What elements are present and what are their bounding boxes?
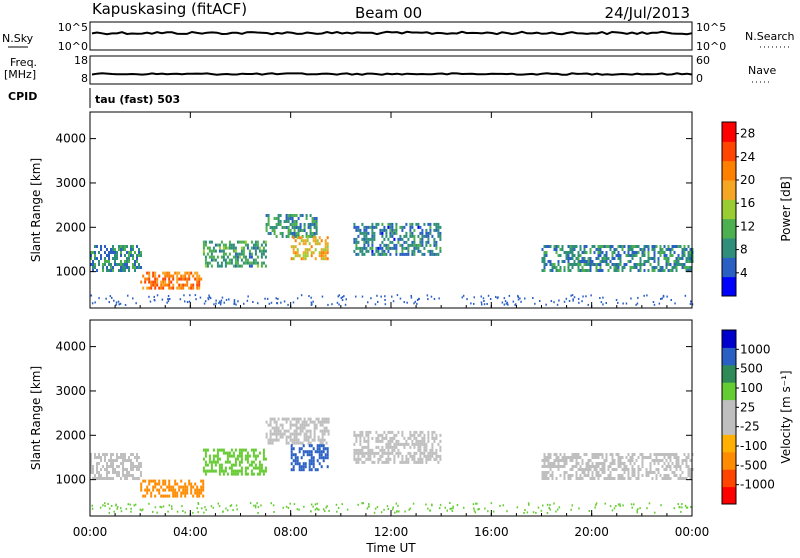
x-tick-label: 08:00 (273, 525, 308, 539)
near-range-scatter (91, 502, 692, 514)
colorbar-tick-label: 24 (740, 150, 755, 164)
colorbar-segment (722, 469, 736, 488)
colorbar-tick-label: 16 (740, 196, 755, 210)
nave-top-tick: 60 (696, 54, 710, 67)
nsky-label: N.Sky (2, 32, 34, 45)
freq-strip-frame (89, 55, 693, 85)
data-region (140, 271, 203, 290)
x-tick-label: 20:00 (574, 525, 609, 539)
nsearch-top-tick: 10^5 (696, 21, 726, 34)
x-tick-label: 00:00 (73, 525, 108, 539)
data-region (290, 236, 329, 261)
colorbar-tick-label: 100 (740, 381, 763, 395)
data-region (90, 245, 142, 272)
y-tick-label: 3000 (55, 176, 86, 190)
colorbar-frame (721, 329, 737, 505)
colorbar-segment (722, 180, 736, 200)
colorbar-label: Power [dB] (779, 176, 793, 241)
colorbar-tick-label: 12 (740, 219, 755, 233)
x-tick-label: 00:00 (675, 525, 710, 539)
colorbar-segment (722, 434, 736, 453)
power-panel: 1000 2000 3000 4000 Slant Range [km] 4 8 12 16 20… (29, 111, 793, 309)
y-tick-label: 4000 (55, 132, 86, 146)
y-tick-label: 1000 (55, 265, 86, 279)
x-tick-label: 04:00 (173, 525, 208, 539)
colorbar-segment (722, 199, 736, 220)
freq-trace (91, 72, 693, 76)
y-tick-label: 4000 (55, 340, 86, 354)
nsky-bottom-tick: 10^0 (58, 40, 88, 53)
near-range-scatter (90, 294, 694, 306)
colorbar-segment (722, 218, 736, 239)
x-tick-label: 16:00 (474, 525, 509, 539)
colorbar-segment (722, 257, 736, 278)
y-tick-label: 2000 (55, 428, 86, 442)
colorbar-tick-label: -25 (740, 420, 760, 434)
x-tick-label: 12:00 (374, 525, 409, 539)
y-tick-label: 3000 (55, 384, 86, 398)
colorbar-tick-label: 20 (740, 173, 755, 187)
cpid-value: tau (fast) 503 (95, 93, 180, 106)
data-region (140, 479, 205, 498)
beam-label: Beam 00 (355, 4, 422, 22)
nsky-strip-frame (89, 21, 693, 51)
freq-bottom-tick: 8 (81, 72, 88, 85)
data-region (353, 430, 442, 464)
colorbar-segment (722, 399, 736, 418)
y-tick-label: 2000 (55, 220, 86, 234)
colorbar-tick-label: 4 (740, 266, 748, 280)
colorbar-segment (722, 417, 736, 435)
colorbar-tick-label: 1000 (740, 342, 771, 356)
colorbar-tick-label: -1000 (740, 478, 775, 492)
colorbar-tick-label: -100 (740, 439, 767, 453)
data-region (541, 453, 694, 480)
freq-top-tick: 18 (74, 54, 88, 67)
y-axis-label: Slant Range [km] (29, 366, 43, 470)
data-region (541, 245, 694, 272)
station-title: Kapuskasing (fitACF) (92, 0, 247, 18)
nsky-top-tick: 10^5 (58, 21, 88, 34)
data-region (90, 453, 142, 480)
colorbar-segment (722, 451, 736, 470)
date-label: 24/Jul/2013 (605, 4, 690, 22)
nave-label: Nave (748, 64, 776, 77)
power-colorbar: 4 8 12 16 20 24 28 Power [dB] (721, 121, 793, 297)
freq-label-line2: [MHz] (4, 68, 36, 81)
y-tick-label: 1000 (55, 473, 86, 487)
colorbar-frame (721, 121, 737, 297)
nsearch-label: N.Search (745, 30, 795, 43)
colorbar-segment (722, 486, 736, 505)
colorbar-tick-label: -500 (740, 458, 767, 472)
data-region (265, 214, 318, 238)
colorbar-tick-label: 28 (740, 127, 755, 141)
colorbar-segment (722, 347, 736, 366)
data-region (202, 240, 267, 268)
colorbar-tick-label: 500 (740, 362, 763, 376)
colorbar-segment (722, 122, 736, 142)
cpid-label: CPID (8, 90, 37, 103)
colorbar-segment (722, 330, 736, 348)
colorbar-segment (722, 382, 736, 401)
colorbar-segment (722, 238, 736, 258)
colorbar-tick-label: 8 (740, 243, 748, 257)
x-axis-label: Time UT (365, 541, 416, 554)
data-region (265, 417, 330, 445)
data-region (202, 448, 267, 476)
data-region (290, 444, 329, 472)
colorbar-segment (722, 160, 736, 181)
nsearch-bottom-tick: 10^0 (696, 40, 726, 53)
y-axis-label: Slant Range [km] (29, 158, 43, 262)
velocity-panel: 00:00 04:00 08:00 12:00 16:00 20:00 00:00 1000 2… (29, 319, 793, 539)
colorbar-segment (722, 364, 736, 383)
freq-label-line1: Freq. (10, 56, 37, 69)
nave-bottom-tick: 0 (696, 72, 703, 85)
colorbar-segment (722, 141, 736, 162)
nsky-trace (91, 30, 693, 36)
colorbar-label: Velocity [m s⁻¹] (779, 370, 793, 463)
colorbar-tick-label: 25 (740, 400, 755, 414)
colorbar-segment (722, 276, 736, 297)
vel-colorbar: 1000 500 100 25 -25 -100 -500 -1000 Velocity [m … (721, 329, 793, 505)
data-region (353, 222, 442, 256)
